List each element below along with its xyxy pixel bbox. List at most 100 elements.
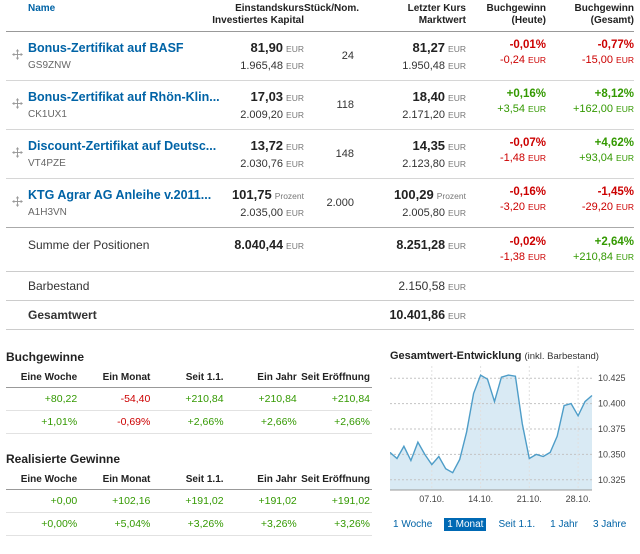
sum-heute-pct: -0,02% — [509, 236, 546, 248]
buchgewinne-abs-row: +80,22 -54,40 +210,84 +210,84 +210,84 — [6, 387, 372, 411]
letzter-kurs-value: 81,27 — [412, 40, 446, 55]
position-wkn: A1H3VN — [28, 207, 67, 218]
stueck-value: 148 — [335, 147, 354, 160]
gain-value: +191,02 — [298, 489, 372, 513]
period-tab-1-woche[interactable]: 1 Woche — [393, 519, 433, 530]
col-header: Seit 1.1. — [152, 471, 226, 490]
drag-handle-icon[interactable] — [6, 186, 28, 207]
stueck-value: 24 — [341, 49, 354, 62]
gain-value: +191,02 — [225, 489, 299, 513]
buchgewinn-heute-pct: +0,16% — [506, 88, 546, 100]
period-tab-3-jahre[interactable]: 3 Jahre — [592, 519, 627, 530]
position-name-link[interactable]: Bonus-Zertifikat auf BASF — [28, 41, 184, 55]
gain-percent: +3,26% — [152, 512, 226, 536]
barbestand-label: Barbestand — [28, 279, 90, 293]
buchgewinn-gesamt-pct: -1,45% — [597, 186, 634, 198]
chart-x-tick-label: 21.10. — [517, 494, 542, 504]
gain-value: +102,16 — [79, 489, 153, 513]
gesamtwert-label: Gesamtwert — [28, 308, 97, 322]
einstandskurs-value: 13,72 — [250, 138, 284, 153]
drag-handle-icon[interactable] — [6, 137, 28, 158]
col-header: Ein Jahr — [225, 471, 299, 490]
chart-y-tick-label: 10.350 — [598, 449, 626, 459]
marktwert-value: 2.171,20 — [402, 109, 446, 121]
positions-table-header: Name Einstandskurs Investiertes Kapital … — [6, 0, 634, 32]
buchgewinn-heute-pct: -0,07% — [509, 137, 546, 149]
position-name-link[interactable]: KTG Agrar AG Anleihe v.2011... — [28, 188, 212, 202]
position-wkn: GS9ZNW — [28, 60, 71, 71]
buchgewinn-gesamt-pct: +8,12% — [594, 88, 634, 100]
drag-handle-icon[interactable] — [6, 88, 28, 109]
buchgewinn-heute-abs: -3,20 EUR — [499, 201, 546, 213]
gesamtwert-row: Gesamtwert 10.401,86 EUR — [6, 300, 634, 330]
col-letzter-kurs: Letzter Kurs Marktwert — [407, 3, 466, 26]
period-tab-1-monat[interactable]: 1 Monat — [444, 518, 487, 531]
stueck-value: 2.000 — [326, 196, 354, 209]
chart-title: Gesamtwert-Entwicklung (inkl. Barbestand… — [390, 350, 599, 362]
gesamtwert-entwicklung-chart: 10.325 10.350 10.375 10.400 10.425 07.10. 14.1… — [389, 366, 626, 504]
sum-heute-abs: -1,38 EUR — [499, 251, 546, 263]
barbestand-row: Barbestand 2.150,58 EUR — [6, 271, 634, 300]
position-row: Bonus-Zertifikat auf BASF GS9ZNW 81,90 EU… — [6, 32, 634, 81]
marktwert-value: 1.950,48 — [402, 60, 446, 72]
buchgewinne-title: Buchgewinne — [6, 350, 85, 364]
barbestand-value: 2.150,58 — [398, 279, 446, 293]
buchgewinn-gesamt-abs: +162,00 EUR — [572, 103, 634, 115]
buchgewinn-gesamt-abs: +93,04 EUR — [579, 152, 634, 164]
buchgewinne-pct-row: +1,01% -0,69% +2,66% +2,66% +2,66% — [6, 410, 372, 434]
buchgewinn-gesamt-abs: -15,00 EUR — [581, 54, 634, 66]
sum-gesamt-abs: +210,84 EUR — [572, 251, 634, 263]
letzter-kurs-value: 18,40 — [412, 89, 446, 104]
buchgewinne-table: Eine Woche Ein Monat Seit 1.1. Ein Jahr … — [6, 369, 372, 434]
col-stueck: Stück/Nom. — [304, 3, 360, 14]
buchgewinn-heute-pct: -0,01% — [509, 39, 546, 51]
einstandskurs-value: 17,03 — [250, 89, 284, 104]
period-tab-seit-1-1[interactable]: Seit 1.1. — [498, 519, 536, 530]
buchgewinn-gesamt-pct: -0,77% — [597, 39, 634, 51]
gain-value: +0,00 — [6, 489, 80, 513]
period-tab-1-jahr[interactable]: 1 Jahr — [550, 519, 578, 530]
chart-y-tick-label: 10.400 — [598, 399, 626, 409]
chart-line — [389, 374, 593, 474]
gain-value: +210,84 — [298, 387, 372, 411]
buchgewinn-gesamt-pct: +4,62% — [594, 137, 634, 149]
letzter-kurs-value: 14,35 — [412, 138, 446, 153]
gain-percent: +5,04% — [79, 512, 153, 536]
invest-kapital-value: 2.009,20 — [240, 109, 284, 121]
chart-x-tick-label: 28.10. — [566, 494, 591, 504]
gain-percent: +2,66% — [298, 410, 372, 434]
position-name-link[interactable]: Bonus-Zertifikat auf Rhön-Klin... — [28, 90, 220, 104]
buchgewinn-heute-abs: -0,24 EUR — [499, 54, 546, 66]
invest-kapital-value: 2.035,00 — [240, 207, 284, 219]
position-wkn: CK1UX1 — [28, 109, 67, 120]
col-header: Seit Eröffnung — [298, 471, 372, 490]
gain-value: +80,22 — [6, 387, 80, 411]
chart-y-tick-label: 10.325 — [598, 475, 626, 485]
gain-value: +210,84 — [152, 387, 226, 411]
buchgewinn-gesamt-abs: -29,20 EUR — [581, 201, 634, 213]
gain-percent: +1,01% — [6, 410, 80, 434]
col-header: Ein Jahr — [225, 369, 299, 388]
drag-handle-icon[interactable] — [6, 39, 28, 60]
gain-value: +191,02 — [152, 489, 226, 513]
col-buchgewinn-gesamt: Buchgewinn (Gesamt) — [574, 3, 634, 26]
gesamtwert-value: 10.401,86 — [389, 308, 446, 322]
gain-percent: +2,66% — [152, 410, 226, 434]
marktwert-value: 2.005,80 — [402, 207, 446, 219]
position-wkn: VT4PZE — [28, 158, 66, 169]
realisierte-gewinne-title: Realisierte Gewinne — [6, 452, 121, 466]
chart-x-tick-label: 14.10. — [468, 494, 493, 504]
position-name-link[interactable]: Discount-Zertifikat auf Deutsc... — [28, 139, 217, 153]
col-name[interactable]: Name — [28, 3, 56, 14]
col-einstandskurs: Einstandskurs Investiertes Kapital — [212, 3, 304, 26]
col-header: Eine Woche — [6, 369, 80, 388]
gain-value: -54,40 — [79, 387, 153, 411]
sum-invest-value: 8.040,44 — [234, 238, 284, 252]
col-buchgewinn-heute: Buchgewinn (Heute) — [486, 3, 546, 26]
col-header: Seit 1.1. — [152, 369, 226, 388]
letzter-kurs-value: 100,29 — [393, 187, 434, 202]
buchgewinn-heute-abs: -1,48 EUR — [499, 152, 546, 164]
chart-y-tick-label: 10.425 — [598, 373, 626, 383]
sum-marktwert-value: 8.251,28 — [396, 238, 446, 252]
